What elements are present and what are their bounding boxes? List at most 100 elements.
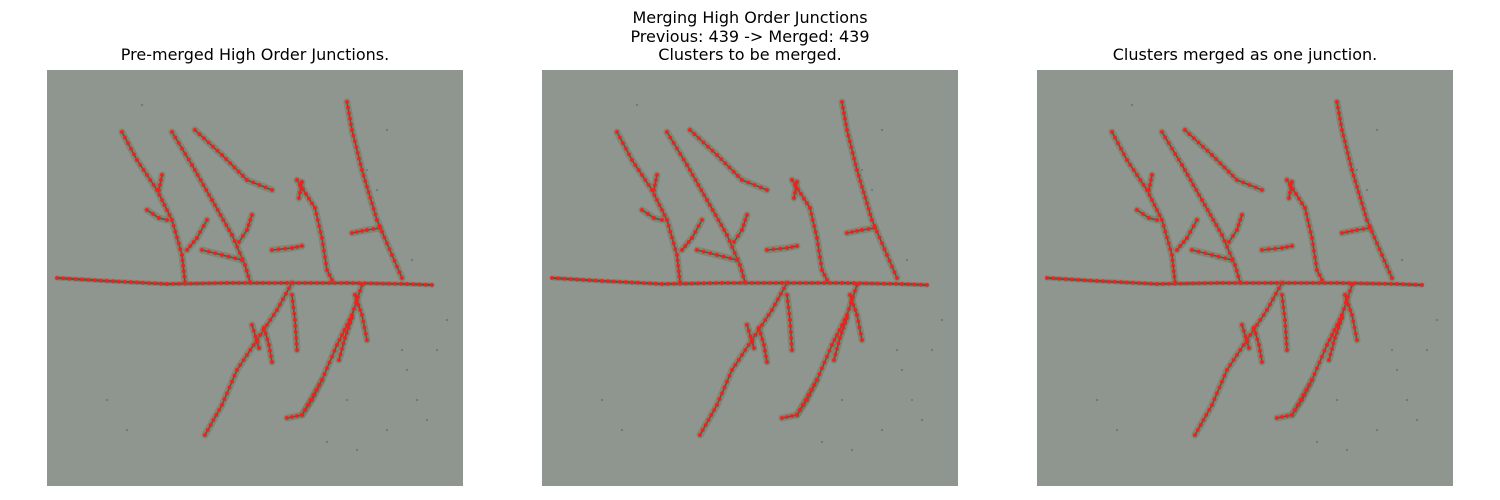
junction-marker <box>730 368 734 372</box>
junction-marker <box>701 140 706 145</box>
junction-marker <box>1212 397 1217 402</box>
junction-marker <box>630 158 634 162</box>
junction-marker <box>1305 388 1309 392</box>
junction-marker <box>850 230 854 234</box>
junction-marker <box>327 360 332 365</box>
junction-marker <box>1265 308 1269 312</box>
junction-marker <box>186 157 191 162</box>
junction-marker <box>290 246 294 250</box>
junction-marker <box>1330 347 1334 351</box>
junction-marker <box>843 321 848 325</box>
junction-marker <box>853 162 858 167</box>
junction-marker <box>1172 274 1177 279</box>
junction-marker <box>338 352 343 357</box>
junction-marker <box>183 152 188 156</box>
junction-marker <box>1284 336 1289 340</box>
junction-marker <box>1155 218 1159 222</box>
junction-marker <box>1160 218 1164 222</box>
junction-marker <box>1280 246 1284 250</box>
junction-marker <box>290 299 295 304</box>
junction-marker <box>1197 281 1201 286</box>
junction-marker <box>213 203 217 207</box>
junction-marker <box>708 281 712 286</box>
junction-marker <box>1230 258 1234 262</box>
junction-marker <box>1303 206 1307 210</box>
junction-marker <box>1361 227 1366 231</box>
junction-marker <box>1274 291 1278 296</box>
junction-marker <box>98 278 103 283</box>
junction-marker <box>709 413 714 417</box>
junction-marker <box>232 165 237 170</box>
junction-marker <box>183 280 187 284</box>
junction-marker <box>267 281 271 285</box>
junction-marker <box>180 258 185 263</box>
junction-marker <box>178 247 183 252</box>
junction-marker <box>723 161 728 166</box>
junction-marker <box>855 168 859 172</box>
junction-marker <box>746 328 751 333</box>
junction-marker <box>655 173 659 177</box>
junction-marker <box>1348 289 1352 293</box>
junction-marker <box>221 218 226 222</box>
junction-marker <box>135 280 139 285</box>
junction-marker <box>181 269 186 274</box>
speckle <box>1355 168 1359 172</box>
junction-marker <box>785 293 789 297</box>
junction-marker <box>243 263 247 267</box>
junction-marker <box>840 281 844 285</box>
junction-marker <box>877 235 882 240</box>
junction-marker <box>1214 157 1219 162</box>
junction-marker <box>672 281 676 286</box>
junction-marker <box>1287 281 1291 285</box>
junction-marker <box>1222 165 1227 170</box>
junction-marker <box>888 281 892 286</box>
junction-marker <box>126 141 130 146</box>
junction-marker <box>1170 253 1174 257</box>
junction-marker <box>309 281 313 285</box>
speckle <box>1335 398 1339 402</box>
junction-marker <box>351 133 356 138</box>
junction-marker <box>648 281 652 286</box>
junction-marker <box>270 188 274 192</box>
junction-marker <box>385 241 389 246</box>
junction-marker <box>1353 331 1358 336</box>
junction-marker <box>1275 416 1279 420</box>
junction-marker <box>170 218 174 222</box>
junction-marker <box>224 157 229 162</box>
junction-marker <box>1365 281 1369 286</box>
speckle <box>425 418 429 422</box>
junction-marker <box>876 281 880 286</box>
junction-marker <box>1345 151 1350 155</box>
junction-marker <box>1191 281 1195 286</box>
junction-marker <box>1346 295 1350 299</box>
junction-marker <box>182 274 187 279</box>
speckle <box>355 448 359 452</box>
speckle <box>365 168 369 172</box>
junction-marker <box>835 347 839 351</box>
junction-marker <box>378 226 382 230</box>
junction-marker <box>244 268 249 273</box>
junction-marker <box>873 226 877 230</box>
junction-marker <box>1360 201 1364 206</box>
junction-marker <box>157 188 161 192</box>
junction-marker <box>1203 251 1208 256</box>
junction-marker <box>1359 281 1363 286</box>
junction-marker <box>1155 208 1159 212</box>
junction-marker <box>293 324 298 328</box>
junction-marker <box>866 227 871 231</box>
junction-marker <box>621 141 625 146</box>
junction-marker <box>1260 360 1264 364</box>
junction-marker <box>343 336 347 340</box>
junction-marker <box>356 303 361 307</box>
junction-marker <box>685 163 689 167</box>
junction-marker <box>176 141 181 145</box>
junction-marker <box>189 281 193 286</box>
junction-marker <box>160 198 164 202</box>
junction-marker <box>345 100 349 104</box>
root-branch <box>158 174 163 191</box>
junction-marker <box>1166 241 1171 246</box>
junction-marker <box>1201 144 1205 149</box>
junction-marker <box>276 247 281 252</box>
speckle <box>385 428 389 432</box>
junction-marker <box>346 105 350 110</box>
